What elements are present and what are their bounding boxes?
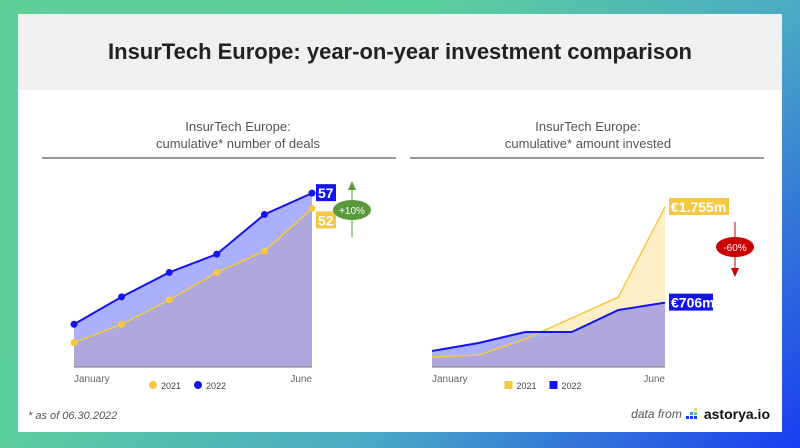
point-2021 [308,204,316,212]
change-badge [716,237,754,257]
legend-marker-2021 [504,381,513,389]
change-label: -60% [723,243,746,254]
area-overlap [432,302,665,367]
change-badge [333,200,371,220]
divider [410,157,764,159]
point-2021 [118,320,126,328]
source: data from astorya.io [631,406,770,422]
chart2-title-line: InsurTech Europe: [535,119,641,134]
line-2022 [73,192,313,326]
point-2022 [213,250,221,258]
line-2021 [431,206,666,358]
x-tick-label: January [74,374,110,385]
point-2022 [260,211,268,218]
source-prefix: data from [631,407,682,421]
point-2021 [70,339,78,347]
point-2022 [165,268,173,276]
end-label-bg-2022 [669,293,713,311]
source-brand[interactable]: astorya.io [703,406,770,422]
legend-label-2021: 2021 [161,381,181,391]
end-label-2022: 57 [318,185,334,201]
point-2021 [165,296,173,304]
arrow-down-icon [731,268,739,277]
legend-label-2021: 2021 [517,381,537,391]
legend-marker-2022 [549,381,558,389]
point-2021 [213,268,221,276]
x-tick-label: June [643,374,665,385]
legend-label-2022: 2022 [562,381,582,391]
line-2022 [431,301,666,353]
end-label-bg-2021 [316,211,336,229]
end-label-bg-2021 [669,197,729,215]
end-label-2021: 52 [318,212,334,228]
divider [42,157,396,159]
page-title: InsurTech Europe: year-on-year investmen… [18,14,782,90]
area-2021 [74,208,312,367]
chart1-title: InsurTech Europe: cumulative* number of d… [138,118,338,152]
legend-marker-2022 [194,381,202,389]
end-label-2022: €706m [671,295,715,311]
point-2022 [308,189,316,197]
legend-label-2022: 2022 [206,381,226,391]
x-tick-label: June [290,374,312,385]
chart1-title-line: InsurTech Europe: [185,119,291,134]
end-label-2021: €1.755m [671,199,726,215]
point-2022 [118,293,126,301]
arrow-up-icon [348,181,356,190]
legend-marker-2021 [149,381,157,389]
change-label: +10% [339,206,365,217]
point-2021 [260,247,268,255]
point-2022 [70,320,78,328]
footnote: * as of 06.30.2022 [28,410,118,422]
chart2-title: InsurTech Europe: cumulative* amount inve… [488,118,688,152]
x-tick-label: January [432,374,468,385]
line-2021 [73,207,313,344]
chart1-title-line: cumulative* number of deals [155,136,321,151]
end-label-bg-2022 [316,184,336,202]
chart2-title-line: cumulative* amount invested [504,136,672,151]
astorya-logo-icon [685,408,697,419]
